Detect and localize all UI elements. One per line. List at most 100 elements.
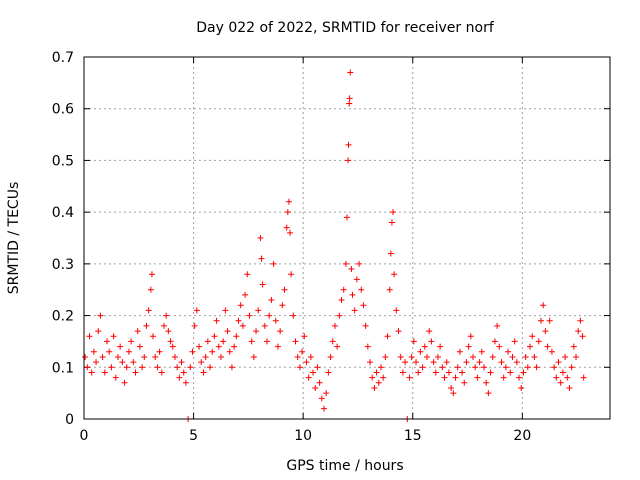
data-point xyxy=(465,343,472,350)
data-point xyxy=(310,369,317,376)
data-point xyxy=(117,343,124,350)
data-point xyxy=(390,209,397,216)
data-point xyxy=(509,353,516,360)
x-tick-labels: 0 5 10 15 20 xyxy=(80,428,532,444)
data-point xyxy=(305,374,312,381)
data-point xyxy=(445,369,452,376)
data-point xyxy=(90,348,97,355)
data-point xyxy=(123,364,130,371)
data-point xyxy=(257,235,264,241)
data-point xyxy=(110,333,117,340)
plot-frame xyxy=(83,56,611,420)
data-point xyxy=(346,95,353,102)
data-point xyxy=(345,157,352,164)
data-point xyxy=(548,348,555,355)
data-point xyxy=(474,374,481,381)
data-point xyxy=(524,364,531,371)
y-tick-label: 0.3 xyxy=(52,257,74,273)
data-point xyxy=(346,100,353,107)
data-point xyxy=(160,322,167,329)
data-point xyxy=(209,348,216,355)
data-point xyxy=(307,353,314,360)
data-point xyxy=(489,353,496,360)
data-point xyxy=(417,348,424,355)
data-point xyxy=(476,359,483,366)
y-tick-label: 0.7 xyxy=(52,50,74,66)
data-point xyxy=(371,384,378,391)
data-point xyxy=(511,338,518,345)
data-point xyxy=(559,369,566,376)
data-point xyxy=(342,260,349,267)
data-point xyxy=(316,379,323,386)
data-point xyxy=(325,369,332,376)
data-point xyxy=(518,384,525,391)
data-point xyxy=(439,364,446,371)
y-tick-labels: 0 0.1 0.2 0.3 0.4 0.5 0.6 0.7 xyxy=(52,50,74,428)
data-point xyxy=(423,353,430,360)
data-point xyxy=(540,302,547,309)
grid-lines xyxy=(84,57,610,419)
data-point xyxy=(375,379,382,386)
data-point xyxy=(95,328,102,335)
data-point xyxy=(296,364,303,371)
data-point xyxy=(470,353,477,360)
data-point xyxy=(130,359,137,366)
data-point xyxy=(546,317,553,324)
data-point xyxy=(156,348,163,355)
data-point xyxy=(132,369,139,376)
data-point xyxy=(266,312,273,319)
data-point xyxy=(154,364,161,371)
data-point xyxy=(228,364,235,371)
data-point xyxy=(147,286,154,293)
data-point xyxy=(349,291,356,298)
data-point xyxy=(382,353,389,360)
data-point xyxy=(345,141,352,148)
data-point xyxy=(480,364,487,371)
data-point xyxy=(84,364,91,371)
data-point xyxy=(239,322,246,329)
data-point xyxy=(334,343,341,350)
data-point xyxy=(301,333,308,340)
data-point xyxy=(253,328,260,335)
data-point xyxy=(189,348,196,355)
data-point xyxy=(171,353,178,360)
data-point xyxy=(312,384,319,391)
data-point xyxy=(461,379,468,386)
data-point xyxy=(386,286,393,293)
data-point xyxy=(577,317,584,324)
data-point xyxy=(555,359,562,366)
data-point xyxy=(290,312,297,319)
data-point xyxy=(93,359,100,366)
data-point xyxy=(384,333,391,340)
data-point xyxy=(264,338,271,345)
data-point xyxy=(467,333,474,340)
y-tick-label: 0.2 xyxy=(52,309,74,325)
data-point xyxy=(533,364,540,371)
data-point xyxy=(531,353,538,360)
data-point xyxy=(452,374,459,381)
data-point xyxy=(347,69,354,76)
data-point xyxy=(494,322,501,329)
y-tick-label: 0 xyxy=(65,412,74,428)
data-point xyxy=(148,271,155,278)
data-point xyxy=(279,302,286,309)
data-point xyxy=(419,364,426,371)
y-tick-label: 0.6 xyxy=(52,102,74,118)
data-point xyxy=(377,364,384,371)
data-point xyxy=(426,328,433,335)
data-point xyxy=(119,359,126,366)
data-point xyxy=(106,348,113,355)
data-point xyxy=(483,379,490,386)
data-point xyxy=(191,322,198,329)
data-point xyxy=(193,307,200,314)
x-tick-label: 5 xyxy=(189,428,198,444)
data-point xyxy=(336,312,343,319)
data-point xyxy=(165,328,172,335)
data-point xyxy=(570,343,577,350)
data-point xyxy=(478,348,485,355)
data-point xyxy=(575,328,582,335)
data-point xyxy=(121,379,128,386)
data-point xyxy=(399,369,406,376)
data-point xyxy=(99,353,106,360)
data-point xyxy=(373,369,380,376)
